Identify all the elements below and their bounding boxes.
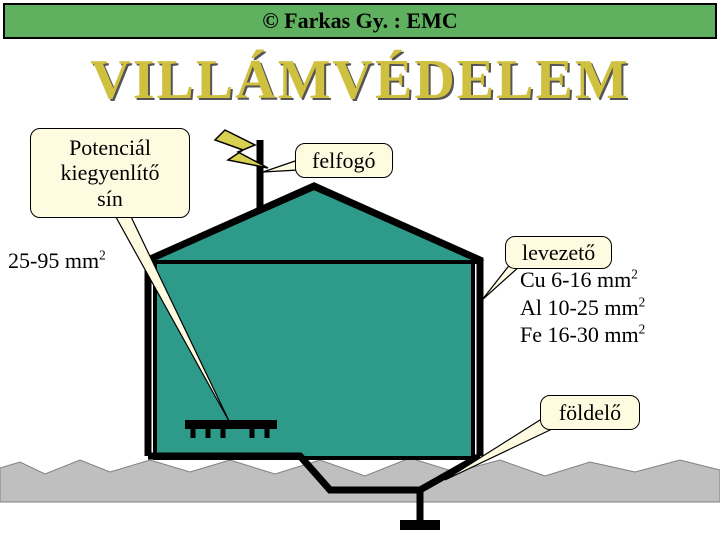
felfogo-label: felfogó — [312, 148, 376, 173]
fe-spec: Fe 16-30 mm — [520, 322, 639, 347]
levezeto-label: levezető — [522, 240, 595, 265]
house-roof — [145, 188, 483, 262]
felfogo-pointer — [263, 160, 298, 172]
fe-exp: 2 — [639, 322, 646, 337]
al-spec: Al 10-25 mm — [520, 295, 639, 320]
bus-bar — [185, 420, 277, 429]
conductor-specs: Cu 6-16 mm2 Al 10-25 mm2 Fe 16-30 mm2 — [520, 266, 645, 349]
bus-l1: Potenciál — [69, 135, 151, 160]
levezeto-callout: levezető — [505, 236, 612, 269]
bus-l2: kiegyenlítő — [61, 160, 160, 185]
bus-spec-val: 25-95 mm — [8, 248, 99, 273]
felfogo-callout: felfogó — [295, 143, 393, 178]
ground-electrode — [400, 520, 440, 530]
bus-callout: Potenciál kiegyenlítő sín — [30, 128, 190, 218]
bus-l3: sín — [97, 186, 123, 211]
bus-spec: 25-95 mm2 — [8, 247, 106, 275]
foldelo-label: földelő — [559, 400, 621, 425]
ground-strip — [0, 458, 720, 502]
bus-spec-exp: 2 — [99, 248, 106, 263]
foldelo-callout: földelő — [540, 395, 640, 430]
al-exp: 2 — [639, 294, 646, 309]
cu-spec: Cu 6-16 mm — [520, 267, 631, 292]
cu-exp: 2 — [631, 267, 638, 282]
